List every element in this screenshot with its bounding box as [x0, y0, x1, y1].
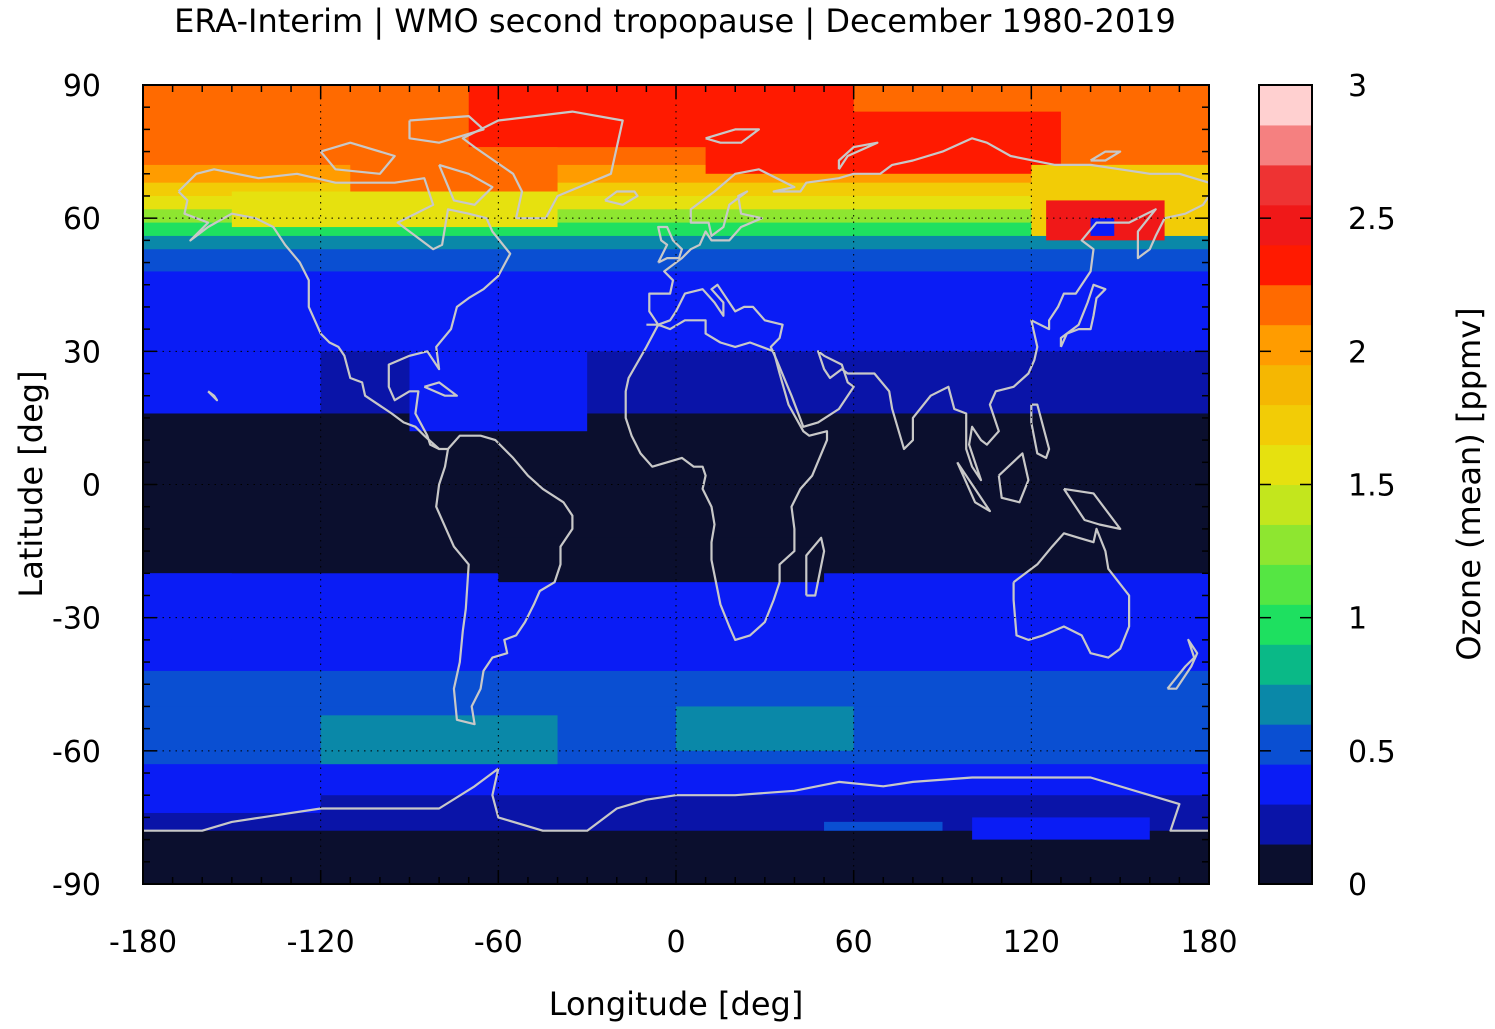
y-axis-label: Latitude [deg]	[12, 370, 50, 597]
colorbar: 0 0.5 1 1.5 2 2.5 3	[1258, 69, 1396, 903]
colorbar-cell	[1259, 764, 1312, 805]
colorbar-tick-label: 0.5	[1348, 735, 1396, 770]
coastline	[624, 319, 829, 642]
x-tick-label: 0	[666, 925, 685, 960]
colorbar-cell	[1259, 604, 1312, 645]
coastline	[837, 141, 879, 170]
colorbar-tick-label: 2	[1348, 335, 1367, 370]
colorbar-cell	[1259, 404, 1312, 446]
x-tick-label: 120	[1003, 925, 1060, 960]
colorbar-cell	[1259, 164, 1312, 206]
coastlines	[143, 110, 1209, 832]
colorbar-cell	[1259, 284, 1312, 326]
chart-title: ERA-Interim | WMO second tropopause | De…	[174, 2, 1176, 40]
y-tick-label: 30	[63, 335, 101, 370]
x-tick-label: -120	[287, 925, 355, 960]
heatmap-band	[143, 670, 1209, 707]
gridlines	[143, 85, 1209, 884]
colorbar-cell	[1259, 724, 1312, 765]
coastline	[1062, 487, 1122, 531]
heatmap-region	[143, 351, 321, 414]
y-tick-labels: 90 60 30 0 -30 -60 -90	[52, 69, 101, 903]
colorbar-cell	[1259, 204, 1312, 246]
coastline	[705, 128, 761, 144]
colorbar-tick-label: 2.5	[1348, 202, 1396, 237]
heatmap-region	[824, 821, 943, 831]
axis-ticks	[142, 84, 1210, 885]
colorbar-cell	[1259, 524, 1312, 565]
heatmap-plot-area	[142, 84, 1210, 885]
y-tick-label: -30	[52, 602, 101, 637]
coastline	[177, 168, 512, 451]
colorbar-tick-label: 0	[1348, 868, 1367, 903]
coastline	[1030, 403, 1051, 459]
heatmap-region	[143, 573, 232, 640]
heatmap-region	[320, 715, 558, 765]
colorbar-cell	[1259, 85, 1312, 126]
heatmap-region	[231, 191, 558, 228]
x-tick-label: -60	[474, 925, 523, 960]
colorbar-cell	[1259, 684, 1312, 725]
colorbar-tick-label: 1	[1348, 602, 1367, 637]
heatmap-region	[143, 786, 321, 813]
colorbar-cell	[1259, 644, 1312, 685]
coastline	[423, 381, 458, 397]
coastline	[997, 452, 1030, 504]
coastline	[319, 141, 396, 175]
coastline	[1090, 150, 1122, 162]
colorbar-cell	[1259, 364, 1312, 406]
heatmap-region	[498, 537, 825, 583]
x-tick-labels: -180 -120 -60 0 60 120 180	[109, 925, 1238, 960]
y-tick-label: 60	[63, 202, 101, 237]
coastline	[438, 163, 494, 206]
colorbar-cell	[1259, 844, 1312, 885]
x-tick-label: 180	[1180, 925, 1237, 960]
coastline	[408, 114, 485, 144]
y-tick-label: -90	[52, 868, 101, 903]
colorbar-tick-label: 1.5	[1348, 469, 1396, 504]
coastline	[1059, 283, 1107, 348]
coastline	[143, 767, 1209, 832]
colorbar-cells	[1259, 85, 1312, 885]
y-tick-label: 90	[63, 69, 101, 104]
coastline	[1012, 527, 1131, 659]
colorbar-cell	[1259, 444, 1312, 485]
colorbar-cell	[1259, 124, 1312, 166]
coastline	[604, 190, 639, 206]
y-tick-label: 0	[82, 469, 101, 504]
coastline	[956, 461, 992, 513]
heatmap-region	[972, 817, 1150, 840]
coastline	[646, 137, 1209, 326]
x-tick-label: -180	[109, 925, 177, 960]
coastline	[207, 390, 219, 402]
heatmap-region	[676, 706, 854, 751]
colorbar-cell	[1259, 804, 1312, 845]
colorbar-cell	[1259, 324, 1312, 366]
x-axis-label: Longitude [deg]	[549, 985, 804, 1023]
colorbar-cell	[1259, 564, 1312, 605]
x-tick-label: 60	[835, 925, 873, 960]
coastline	[657, 195, 1209, 482]
colorbar-cell	[1259, 244, 1312, 286]
coastline	[805, 536, 826, 597]
coastline	[1166, 638, 1199, 690]
colorbar-ticks	[1259, 84, 1312, 885]
colorbar-label: Ozone (mean) [ppmv]	[1450, 307, 1488, 660]
colorbar-cell	[1259, 484, 1312, 525]
coastline	[461, 110, 624, 220]
y-tick-label: -60	[52, 735, 101, 770]
coastline	[435, 434, 574, 726]
heatmap-region	[705, 111, 1061, 174]
colorbar-tick-labels: 0 0.5 1 1.5 2 2.5 3	[1348, 69, 1396, 903]
heatmap-band	[143, 573, 1209, 641]
colorbar-tick-label: 3	[1348, 69, 1367, 104]
coastline	[657, 225, 684, 264]
